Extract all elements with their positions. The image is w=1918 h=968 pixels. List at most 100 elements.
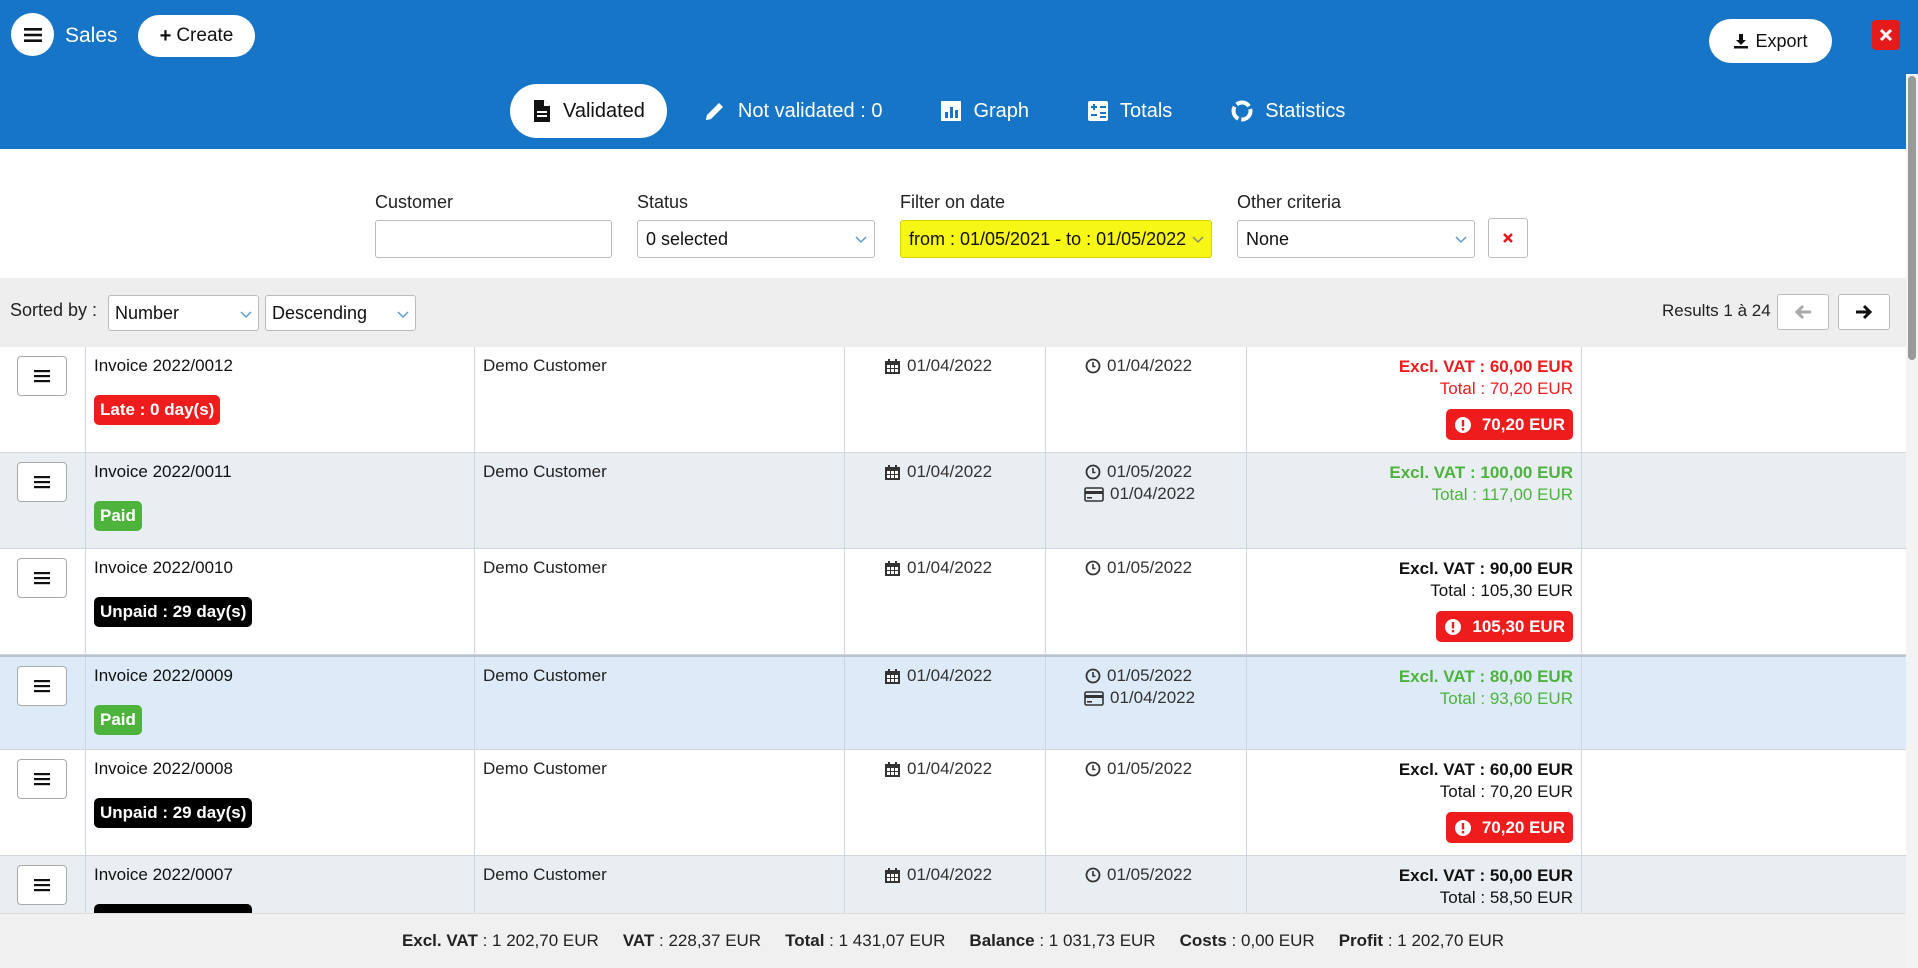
create-button[interactable]: + Create	[138, 15, 255, 57]
total-amount: Total : 70,20 EUR	[1439, 782, 1573, 801]
row-menu-button[interactable]	[17, 759, 67, 799]
calendar-icon	[885, 358, 900, 374]
tab-statistics[interactable]: Statistics	[1208, 84, 1367, 138]
date-range-select[interactable]: from : 01/05/2021 - to : 01/05/2022	[900, 220, 1212, 258]
table-cell	[0, 347, 86, 452]
payment-date-value: 01/04/2022	[1110, 484, 1196, 503]
invoice-date-value: 01/04/2022	[907, 558, 993, 577]
due-date: 01/04/2022	[1085, 356, 1192, 376]
footer-costs: Costs : 0,00 EUR	[1179, 931, 1315, 950]
sort-label: Sorted by :	[10, 300, 98, 320]
footer-excl-vat: Excl. VAT : 1 202,70 EUR	[401, 931, 599, 950]
totals-footer: Excl. VAT : 1 202,70 EUR VAT : 228,37 EU…	[0, 913, 1906, 968]
sort-order-select[interactable]: Descending	[265, 295, 416, 331]
row-menu-button[interactable]	[17, 666, 67, 706]
table-cell	[1046, 453, 1247, 548]
table-cell	[0, 856, 86, 913]
results-count: Results 1 à 24	[1662, 301, 1771, 320]
chevron-down-icon	[855, 236, 867, 244]
due-date-value: 01/05/2022	[1107, 666, 1193, 685]
tab-label: Not validated : 0	[737, 99, 883, 122]
amounts: Excl. VAT : 100,00 EUR Total : 117,00 EU…	[1389, 462, 1573, 506]
view-tabs: Validated Not validated : 0 Graph Totals	[510, 84, 1381, 138]
due-date: 01/05/2022	[1085, 865, 1192, 885]
customer-input[interactable]	[375, 220, 612, 258]
customer-name: Demo Customer	[483, 666, 607, 685]
close-button[interactable]	[1872, 20, 1900, 50]
invoice-number[interactable]: Invoice 2022/0012	[94, 356, 233, 375]
row-menu-button[interactable]	[17, 356, 67, 396]
invoice-number[interactable]: Invoice 2022/0011	[94, 462, 232, 481]
calendar-icon	[885, 867, 900, 883]
invoice-number[interactable]: Invoice 2022/0007	[94, 865, 233, 884]
other-criteria-filter: Other criteria None	[1237, 192, 1475, 258]
chart-icon	[941, 101, 962, 121]
excl-vat-amount: Excl. VAT : 80,00 EUR	[1398, 667, 1573, 686]
next-page-button[interactable]	[1838, 294, 1890, 330]
header-bar: Sales + Create Validated Not validated :…	[0, 0, 1918, 149]
tab-totals[interactable]: Totals	[1065, 84, 1194, 138]
invoice-number[interactable]: Invoice 2022/0010	[94, 558, 233, 577]
clock-icon	[1085, 560, 1101, 576]
app-title: Sales	[65, 24, 118, 47]
hamburger-icon	[34, 680, 50, 693]
vertical-scrollbar[interactable]	[1906, 74, 1918, 968]
table-row[interactable]: Invoice 2022/0011 Paid Demo Customer 01/04/…	[0, 453, 1906, 549]
calendar-icon	[885, 560, 900, 576]
table-row[interactable]: Invoice 2022/0012 Late : 0 day(s) Demo Cus…	[0, 347, 1906, 453]
balance-due-badge: 70,20 EUR	[1445, 409, 1573, 440]
clock-icon	[1085, 761, 1101, 777]
table-cell	[1046, 347, 1247, 452]
tab-validated[interactable]: Validated	[510, 84, 667, 138]
table-cell	[0, 657, 86, 749]
customer-name: Demo Customer	[483, 558, 607, 577]
sort-order-value: Descending	[272, 302, 368, 323]
footer-balance: Balance : 1 031,73 EUR	[969, 931, 1156, 950]
export-button[interactable]: Export	[1709, 19, 1832, 63]
tab-not-validated[interactable]: Not validated : 0	[681, 84, 905, 138]
chevron-down-icon	[240, 311, 252, 319]
due-date-value: 01/05/2022	[1107, 759, 1193, 778]
table-row[interactable]: Invoice 2022/0008 Unpaid : 29 day(s) Demo …	[0, 750, 1906, 856]
row-menu-button[interactable]	[17, 558, 67, 598]
hamburger-icon	[34, 879, 50, 892]
row-menu-button[interactable]	[17, 462, 67, 502]
invoice-date: 01/04/2022	[884, 759, 992, 779]
status-badge: Paid	[94, 501, 142, 531]
payment-date-value: 01/04/2022	[1110, 688, 1196, 707]
table-row[interactable]: Invoice 2022/0010 Unpaid : 29 day(s) Demo …	[0, 549, 1906, 655]
invoice-date-value: 01/04/2022	[907, 666, 993, 685]
tab-graph[interactable]: Graph	[918, 84, 1051, 138]
due-date: 01/05/2022	[1085, 759, 1192, 779]
chevron-down-icon	[1455, 236, 1467, 244]
balance-due-value: 105,30 EUR	[1472, 616, 1565, 636]
invoice-number[interactable]: Invoice 2022/0009	[94, 666, 233, 685]
due-date: 01/05/2022	[1085, 666, 1192, 686]
customer-filter-label: Customer	[375, 192, 454, 212]
balance-due-value: 70,20 EUR	[1481, 414, 1565, 434]
table-row[interactable]: Invoice 2022/0009 Paid Demo Customer 01/04/…	[0, 655, 1906, 750]
amounts: Excl. VAT : 60,00 EUR Total : 70,20 EUR	[1399, 356, 1573, 400]
status-filter-label: Status	[637, 192, 689, 212]
status-select[interactable]: 0 selected	[637, 220, 875, 258]
previous-page-button[interactable]	[1777, 294, 1829, 330]
invoice-number[interactable]: Invoice 2022/0008	[94, 759, 233, 778]
table-row[interactable]: Invoice 2022/0007 Demo Customer 01/04/2022…	[0, 856, 1906, 913]
row-menu-button[interactable]	[17, 865, 67, 905]
date-filter: Filter on date from : 01/05/2021 - to : …	[900, 192, 1212, 258]
table-cell	[1247, 549, 1582, 654]
other-criteria-select[interactable]: None	[1237, 220, 1475, 258]
date-range-value: from : 01/05/2021 - to : 01/05/2022	[909, 228, 1187, 249]
calendar-icon	[885, 464, 900, 480]
sort-field-select[interactable]: Number	[108, 295, 259, 331]
status-badge: Unpaid : 29 day(s)	[94, 798, 253, 828]
table-cell	[1247, 750, 1582, 855]
main-menu-button[interactable]	[11, 13, 54, 56]
clear-filters-button[interactable]	[1488, 218, 1528, 258]
tab-label: Graph	[973, 99, 1030, 122]
status-select-value: 0 selected	[646, 228, 729, 249]
download-icon	[1734, 34, 1749, 49]
invoice-date: 01/04/2022	[884, 356, 992, 376]
table-cell	[476, 856, 845, 913]
scrollbar-thumb[interactable]	[1908, 76, 1916, 360]
